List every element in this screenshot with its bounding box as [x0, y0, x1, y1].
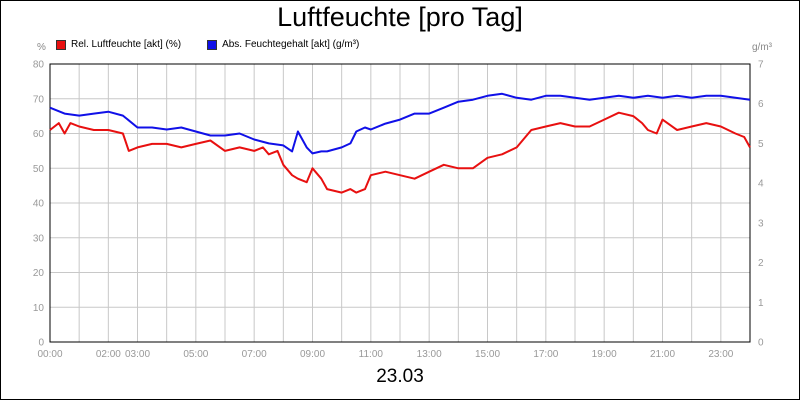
- y-left-tick-label: 30: [33, 233, 45, 244]
- y-right-tick-label: 7: [758, 60, 764, 71]
- x-tick-label: 09:00: [300, 349, 325, 360]
- legend: Rel. Luftfeuchte [akt] (%) Abs. Feuchteg…: [56, 39, 359, 50]
- left-axis-unit: %: [37, 42, 46, 53]
- x-tick-label: 13:00: [417, 349, 442, 360]
- series-line-rel-humidity: [49, 111, 751, 194]
- legend-label-abs: Abs. Feuchtegehalt [akt] (g/m³): [222, 39, 360, 50]
- legend-swatch-abs: [207, 39, 218, 50]
- y-left-tick-label: 0: [38, 338, 44, 349]
- x-tick-label: 23:00: [708, 349, 733, 360]
- y-right-tick-label: 5: [758, 139, 764, 150]
- plot-border: [49, 63, 751, 343]
- x-tick-label: 11:00: [359, 349, 384, 360]
- x-tick-label: 21:00: [650, 349, 675, 360]
- x-tick-label: 17:00: [533, 349, 558, 360]
- y-left-tick-label: 10: [33, 303, 45, 314]
- x-tick-label: 00:00: [37, 349, 62, 360]
- y-left-tick-label: 60: [33, 129, 45, 140]
- y-left-tick-label: 80: [33, 60, 45, 71]
- y-left-tick-label: 20: [33, 268, 45, 279]
- x-tick-label: 07:00: [242, 349, 267, 360]
- y-right-tick-label: 6: [758, 99, 764, 110]
- y-left-tick-label: 50: [33, 164, 45, 175]
- legend-item-abs: Abs. Feuchtegehalt [akt] (g/m³): [207, 39, 359, 50]
- y-left-tick-label: 70: [33, 94, 45, 105]
- y-right-tick-label: 2: [758, 258, 764, 269]
- x-tick-label: 02:00: [96, 349, 121, 360]
- y-right-tick-label: 0: [758, 338, 764, 349]
- y-right-tick-label: 4: [758, 179, 764, 190]
- grid: [49, 63, 751, 343]
- legend-swatch-rel: [56, 39, 66, 50]
- x-tick-label: 15:00: [475, 349, 500, 360]
- axes: 0 10 20 30 40 50 60 70 80 0 1 2 3 4 5 6 7 00:00 02:00 03:00…: [33, 60, 764, 361]
- chart-title: Luftfeuchte [pro Tag]: [277, 2, 523, 32]
- x-tick-label: 03:00: [125, 349, 150, 360]
- legend-label-rel: Rel. Luftfeuchte [akt] (%): [71, 39, 182, 50]
- right-axis-unit: g/m³: [752, 42, 772, 53]
- series: [49, 92, 751, 194]
- series-line-abs-humidity: [49, 92, 751, 155]
- date-label: 23.03: [376, 366, 424, 387]
- y-left-tick-label: 40: [33, 199, 45, 210]
- y-right-tick-label: 3: [758, 218, 764, 229]
- y-right-tick-label: 1: [758, 298, 764, 309]
- legend-item-rel: Rel. Luftfeuchte [akt] (%): [56, 39, 181, 50]
- x-tick-label: 05:00: [183, 349, 208, 360]
- x-tick-label: 19:00: [592, 349, 617, 360]
